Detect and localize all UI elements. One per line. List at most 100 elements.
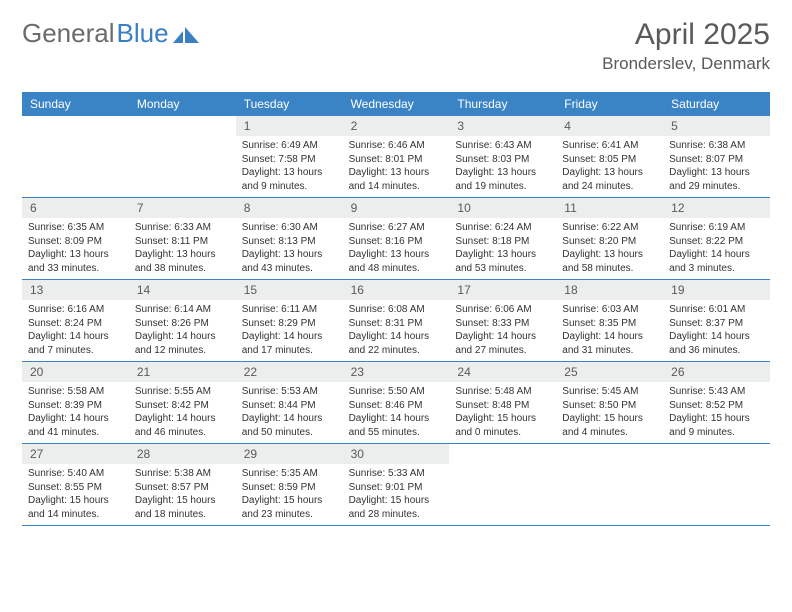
day-header: Saturday — [663, 92, 770, 116]
brand-mark-icon — [173, 25, 199, 45]
day-number: 4 — [556, 116, 663, 136]
day-header: Friday — [556, 92, 663, 116]
empty-cell: . — [22, 116, 129, 197]
day-cell: 26Sunrise: 5:43 AMSunset: 8:52 PMDayligh… — [663, 362, 770, 443]
day-number: 5 — [663, 116, 770, 136]
day-number: 20 — [22, 362, 129, 382]
day-number: 30 — [343, 444, 450, 464]
day-number: 13 — [22, 280, 129, 300]
day-number: 2 — [343, 116, 450, 136]
day-details: Sunrise: 6:01 AMSunset: 8:37 PMDaylight:… — [663, 300, 770, 357]
day-details: Sunrise: 6:41 AMSunset: 8:05 PMDaylight:… — [556, 136, 663, 193]
day-cell: 3Sunrise: 6:43 AMSunset: 8:03 PMDaylight… — [449, 116, 556, 197]
day-cell: 25Sunrise: 5:45 AMSunset: 8:50 PMDayligh… — [556, 362, 663, 443]
day-details: Sunrise: 6:19 AMSunset: 8:22 PMDaylight:… — [663, 218, 770, 275]
location: Bronderslev, Denmark — [602, 54, 770, 74]
day-number: 24 — [449, 362, 556, 382]
header: GeneralBlue April 2025 Bronderslev, Denm… — [22, 18, 770, 74]
empty-cell: . — [129, 116, 236, 197]
day-cell: 22Sunrise: 5:53 AMSunset: 8:44 PMDayligh… — [236, 362, 343, 443]
week-row: ..1Sunrise: 6:49 AMSunset: 7:58 PMDaylig… — [22, 116, 770, 198]
day-details: Sunrise: 5:43 AMSunset: 8:52 PMDaylight:… — [663, 382, 770, 439]
day-cell: 30Sunrise: 5:33 AMSunset: 9:01 PMDayligh… — [343, 444, 450, 525]
day-details: Sunrise: 5:33 AMSunset: 9:01 PMDaylight:… — [343, 464, 450, 521]
day-cell: 21Sunrise: 5:55 AMSunset: 8:42 PMDayligh… — [129, 362, 236, 443]
day-details: Sunrise: 6:22 AMSunset: 8:20 PMDaylight:… — [556, 218, 663, 275]
day-cell: 19Sunrise: 6:01 AMSunset: 8:37 PMDayligh… — [663, 280, 770, 361]
day-details: Sunrise: 6:30 AMSunset: 8:13 PMDaylight:… — [236, 218, 343, 275]
day-number: 19 — [663, 280, 770, 300]
month-title: April 2025 — [602, 18, 770, 52]
day-number: 22 — [236, 362, 343, 382]
day-number: 21 — [129, 362, 236, 382]
day-number: 8 — [236, 198, 343, 218]
day-number: 15 — [236, 280, 343, 300]
day-number: 29 — [236, 444, 343, 464]
empty-cell: . — [663, 444, 770, 525]
day-cell: 14Sunrise: 6:14 AMSunset: 8:26 PMDayligh… — [129, 280, 236, 361]
day-details: Sunrise: 6:08 AMSunset: 8:31 PMDaylight:… — [343, 300, 450, 357]
day-details: Sunrise: 6:16 AMSunset: 8:24 PMDaylight:… — [22, 300, 129, 357]
day-number: 18 — [556, 280, 663, 300]
day-details: Sunrise: 6:35 AMSunset: 8:09 PMDaylight:… — [22, 218, 129, 275]
day-number: 16 — [343, 280, 450, 300]
day-cell: 13Sunrise: 6:16 AMSunset: 8:24 PMDayligh… — [22, 280, 129, 361]
title-block: April 2025 Bronderslev, Denmark — [602, 18, 770, 74]
day-details: Sunrise: 5:40 AMSunset: 8:55 PMDaylight:… — [22, 464, 129, 521]
empty-cell: . — [449, 444, 556, 525]
day-header: Monday — [129, 92, 236, 116]
day-details: Sunrise: 5:55 AMSunset: 8:42 PMDaylight:… — [129, 382, 236, 439]
day-number: 6 — [22, 198, 129, 218]
day-details: Sunrise: 6:06 AMSunset: 8:33 PMDaylight:… — [449, 300, 556, 357]
day-cell: 16Sunrise: 6:08 AMSunset: 8:31 PMDayligh… — [343, 280, 450, 361]
day-header: Wednesday — [343, 92, 450, 116]
day-number: 9 — [343, 198, 450, 218]
day-header: Sunday — [22, 92, 129, 116]
day-details: Sunrise: 6:33 AMSunset: 8:11 PMDaylight:… — [129, 218, 236, 275]
day-details: Sunrise: 6:03 AMSunset: 8:35 PMDaylight:… — [556, 300, 663, 357]
day-header: Thursday — [449, 92, 556, 116]
day-cell: 8Sunrise: 6:30 AMSunset: 8:13 PMDaylight… — [236, 198, 343, 279]
day-number: 23 — [343, 362, 450, 382]
day-cell: 17Sunrise: 6:06 AMSunset: 8:33 PMDayligh… — [449, 280, 556, 361]
day-cell: 18Sunrise: 6:03 AMSunset: 8:35 PMDayligh… — [556, 280, 663, 361]
week-row: 6Sunrise: 6:35 AMSunset: 8:09 PMDaylight… — [22, 198, 770, 280]
day-number: 10 — [449, 198, 556, 218]
day-number: 17 — [449, 280, 556, 300]
day-details: Sunrise: 6:11 AMSunset: 8:29 PMDaylight:… — [236, 300, 343, 357]
day-cell: 29Sunrise: 5:35 AMSunset: 8:59 PMDayligh… — [236, 444, 343, 525]
day-cell: 7Sunrise: 6:33 AMSunset: 8:11 PMDaylight… — [129, 198, 236, 279]
day-header: Tuesday — [236, 92, 343, 116]
day-details: Sunrise: 5:45 AMSunset: 8:50 PMDaylight:… — [556, 382, 663, 439]
day-number: 11 — [556, 198, 663, 218]
day-number: 1 — [236, 116, 343, 136]
day-number: 28 — [129, 444, 236, 464]
day-header-row: SundayMondayTuesdayWednesdayThursdayFrid… — [22, 92, 770, 116]
day-number: 12 — [663, 198, 770, 218]
day-cell: 15Sunrise: 6:11 AMSunset: 8:29 PMDayligh… — [236, 280, 343, 361]
day-details: Sunrise: 6:46 AMSunset: 8:01 PMDaylight:… — [343, 136, 450, 193]
day-details: Sunrise: 5:50 AMSunset: 8:46 PMDaylight:… — [343, 382, 450, 439]
day-cell: 12Sunrise: 6:19 AMSunset: 8:22 PMDayligh… — [663, 198, 770, 279]
calendar: SundayMondayTuesdayWednesdayThursdayFrid… — [22, 92, 770, 526]
day-cell: 9Sunrise: 6:27 AMSunset: 8:16 PMDaylight… — [343, 198, 450, 279]
day-details: Sunrise: 5:48 AMSunset: 8:48 PMDaylight:… — [449, 382, 556, 439]
empty-cell: . — [556, 444, 663, 525]
day-cell: 11Sunrise: 6:22 AMSunset: 8:20 PMDayligh… — [556, 198, 663, 279]
day-cell: 6Sunrise: 6:35 AMSunset: 8:09 PMDaylight… — [22, 198, 129, 279]
day-number: 27 — [22, 444, 129, 464]
week-row: 27Sunrise: 5:40 AMSunset: 8:55 PMDayligh… — [22, 444, 770, 526]
day-details: Sunrise: 6:14 AMSunset: 8:26 PMDaylight:… — [129, 300, 236, 357]
day-cell: 28Sunrise: 5:38 AMSunset: 8:57 PMDayligh… — [129, 444, 236, 525]
weeks-container: ..1Sunrise: 6:49 AMSunset: 7:58 PMDaylig… — [22, 116, 770, 526]
day-cell: 4Sunrise: 6:41 AMSunset: 8:05 PMDaylight… — [556, 116, 663, 197]
brand-part2: Blue — [117, 18, 169, 49]
day-cell: 1Sunrise: 6:49 AMSunset: 7:58 PMDaylight… — [236, 116, 343, 197]
day-cell: 23Sunrise: 5:50 AMSunset: 8:46 PMDayligh… — [343, 362, 450, 443]
week-row: 13Sunrise: 6:16 AMSunset: 8:24 PMDayligh… — [22, 280, 770, 362]
week-row: 20Sunrise: 5:58 AMSunset: 8:39 PMDayligh… — [22, 362, 770, 444]
day-details: Sunrise: 5:53 AMSunset: 8:44 PMDaylight:… — [236, 382, 343, 439]
day-number: 3 — [449, 116, 556, 136]
day-number: 14 — [129, 280, 236, 300]
day-details: Sunrise: 5:35 AMSunset: 8:59 PMDaylight:… — [236, 464, 343, 521]
